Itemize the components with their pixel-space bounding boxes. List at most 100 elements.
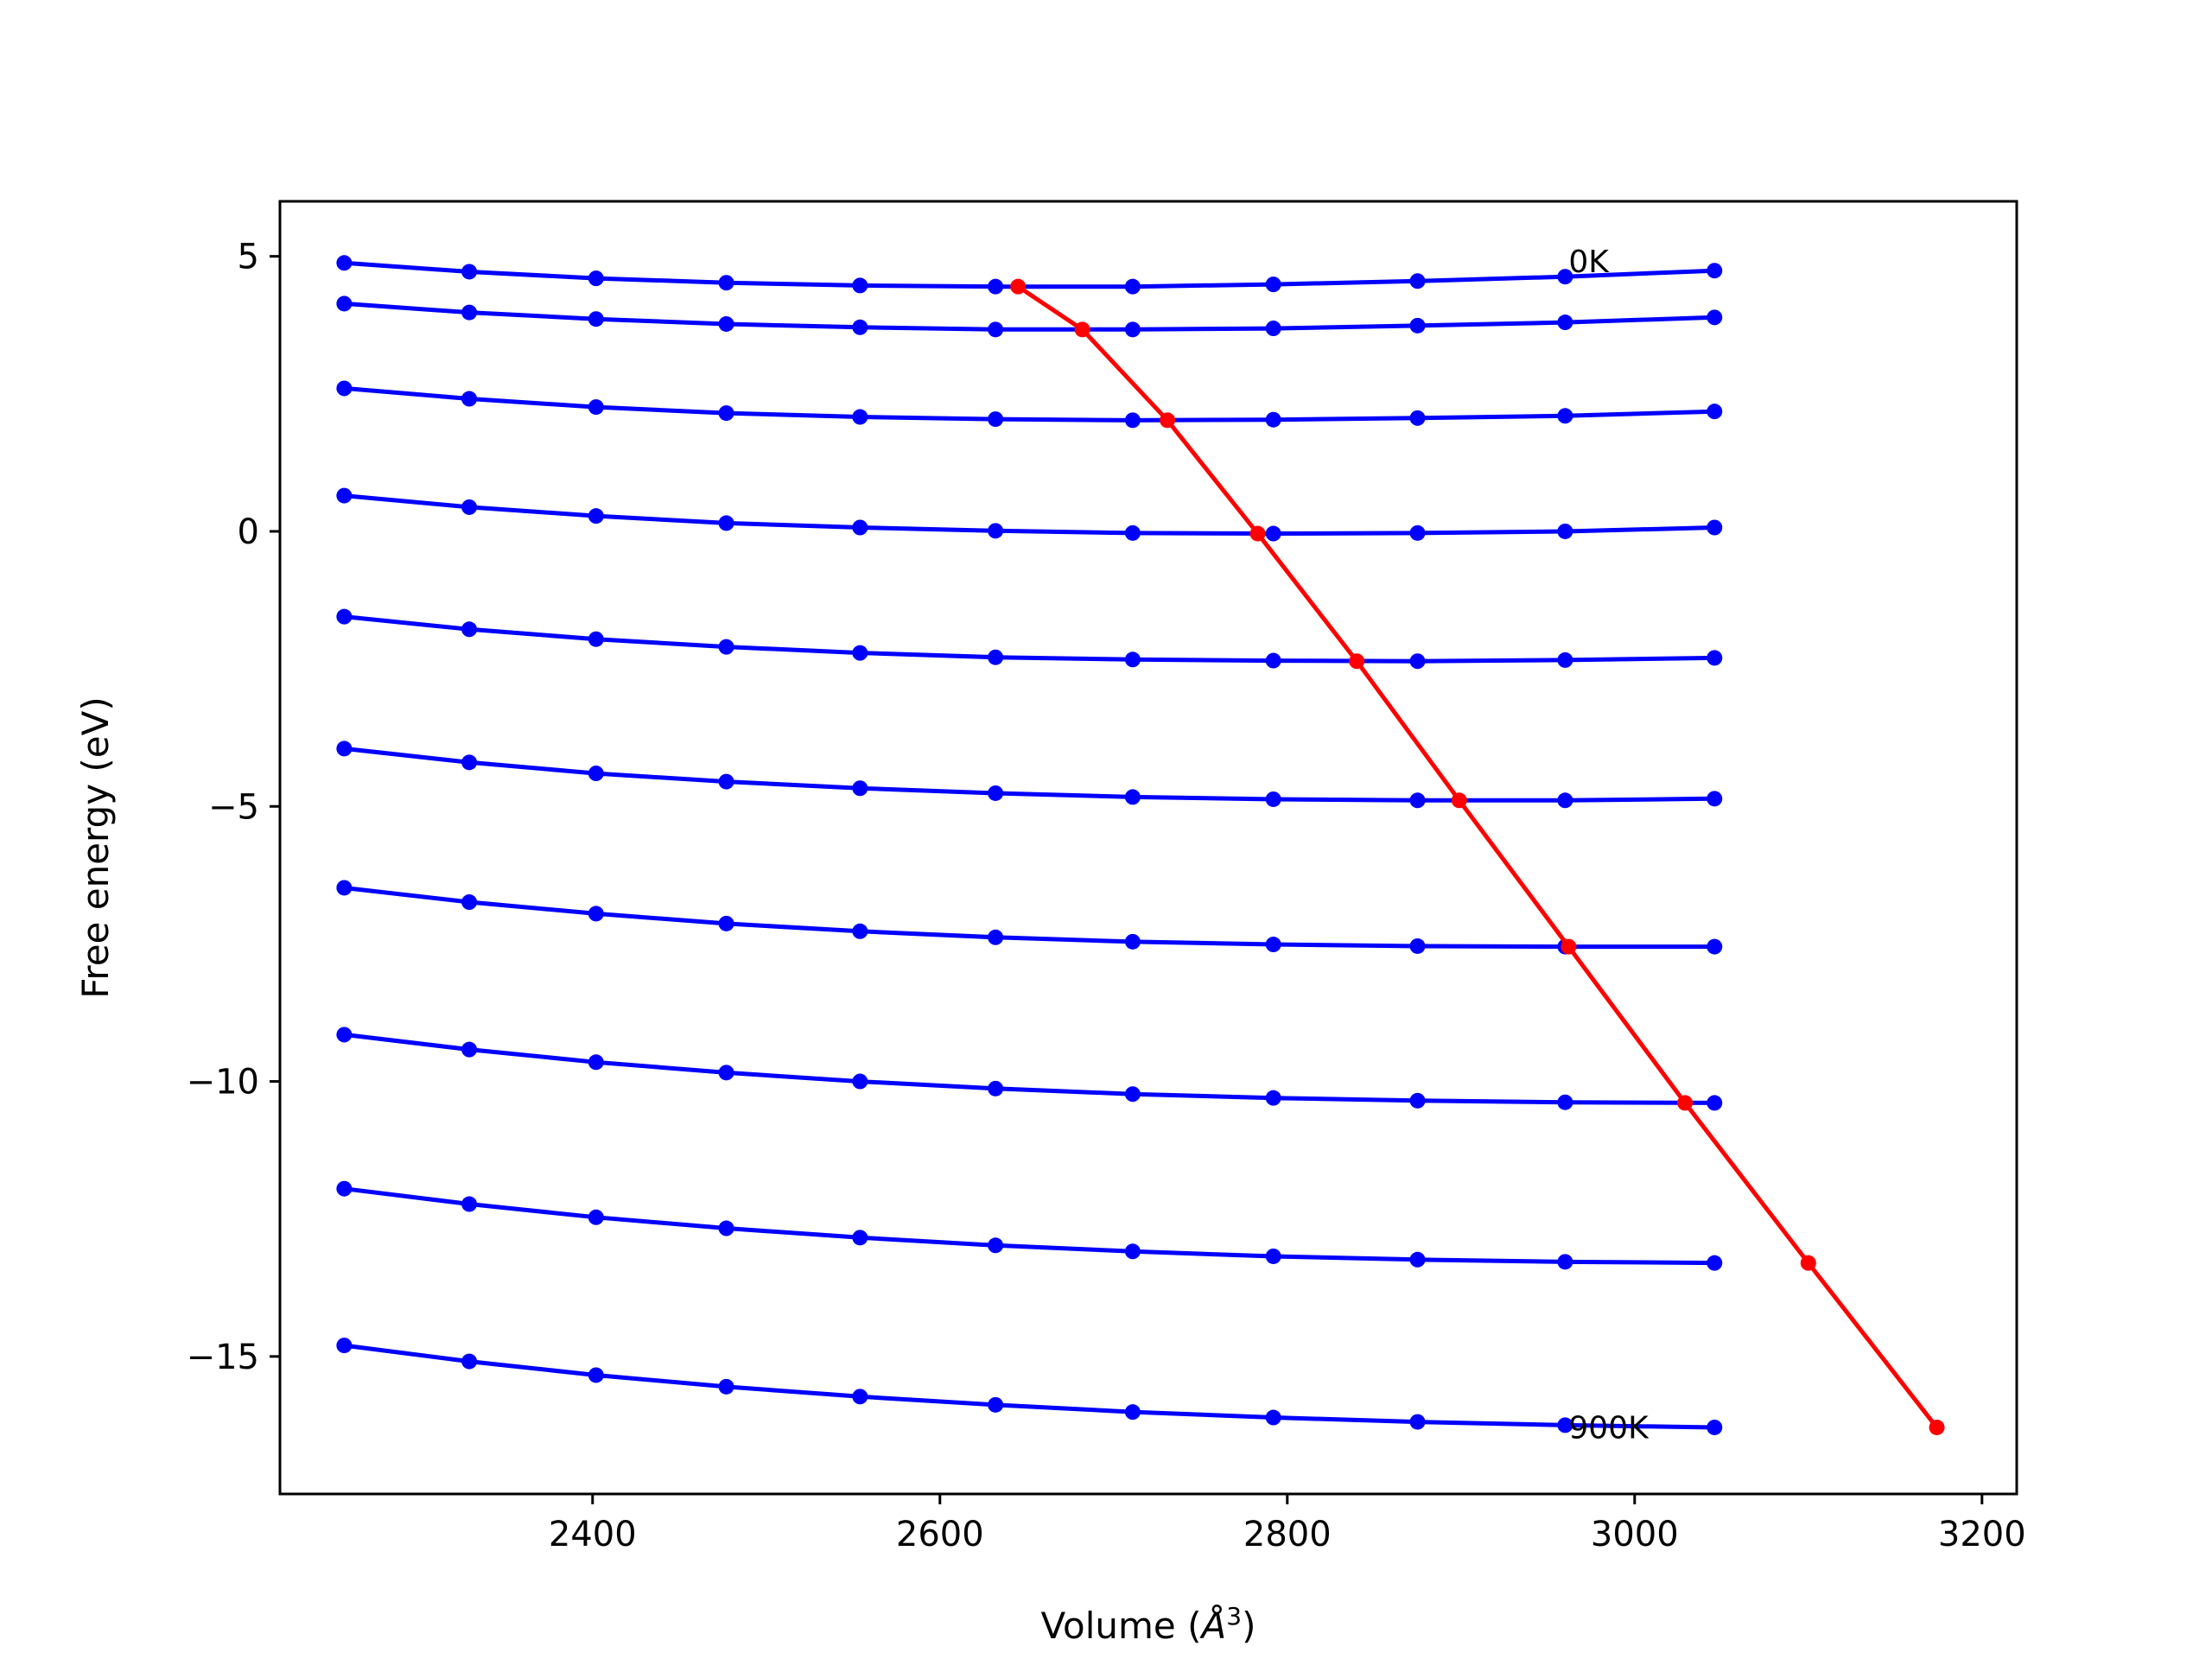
isotherm-point-3-10: [1707, 519, 1723, 536]
isotherm-point-2-2: [588, 399, 604, 416]
isotherm-point-9-1: [461, 1353, 478, 1370]
isotherm-point-0-4: [852, 277, 868, 294]
isotherm-point-1-8: [1409, 317, 1426, 334]
isotherm-point-0-5: [988, 278, 1004, 295]
isotherm-point-8-2: [588, 1209, 604, 1225]
isotherm-point-3-9: [1557, 523, 1573, 539]
isotherm-point-3-7: [1265, 525, 1281, 542]
isotherm-point-1-7: [1265, 321, 1281, 337]
isotherm-point-3-4: [852, 519, 868, 536]
minimum-point-7: [1677, 1095, 1694, 1111]
isotherm-point-1-0: [336, 296, 353, 312]
minimum-point-3: [1249, 525, 1266, 542]
x-axis-unit-exp: 3: [1226, 1602, 1242, 1630]
isotherm-series-8: [336, 1180, 1723, 1271]
isotherm-point-0-3: [718, 275, 734, 291]
isotherm-point-0-0: [336, 255, 353, 271]
y-axis-label: Free energy (eV): [74, 696, 117, 999]
isotherm-series-0: [336, 255, 1723, 295]
isotherm-point-7-0: [336, 1027, 353, 1043]
isotherm-point-2-10: [1707, 404, 1723, 420]
minimum-point-4: [1349, 653, 1365, 670]
axis-ticks: 2400 2600 2800 3000 3200 5 0 −5 −10 −15: [187, 238, 2026, 1554]
isotherm-point-8-9: [1557, 1254, 1573, 1270]
isotherm-point-1-6: [1124, 321, 1141, 338]
isotherm-point-1-1: [461, 304, 478, 321]
x-tick-label-3000: 3000: [1591, 1515, 1679, 1554]
minimum-point-6: [1560, 938, 1577, 955]
isotherm-series-4: [336, 608, 1723, 670]
annotation-1: 900K: [1568, 1411, 1649, 1446]
y-tick-label-3: −10: [187, 1063, 259, 1103]
isotherm-point-8-8: [1409, 1251, 1426, 1268]
isotherm-series-6: [336, 880, 1723, 955]
isotherm-point-8-0: [336, 1180, 353, 1197]
isotherm-point-2-5: [988, 411, 1004, 428]
isotherm-point-5-8: [1409, 792, 1426, 809]
x-tick-label-2600: 2600: [896, 1515, 984, 1554]
isotherm-point-0-1: [461, 264, 478, 280]
isotherm-point-0-10: [1707, 263, 1723, 279]
isotherm-point-8-1: [461, 1196, 478, 1212]
y-tick-label-0: 5: [238, 238, 259, 277]
isotherm-point-5-9: [1557, 792, 1573, 809]
isotherm-point-3-6: [1124, 524, 1141, 541]
isotherm-point-5-10: [1707, 791, 1723, 807]
isotherm-point-2-7: [1265, 411, 1281, 428]
isotherm-point-2-3: [718, 405, 734, 422]
x-axis-label: Volume (Å3): [1041, 1602, 1256, 1647]
isotherm-point-6-7: [1265, 937, 1281, 953]
isotherm-point-3-2: [588, 508, 604, 524]
isotherm-point-0-9: [1557, 269, 1573, 285]
isotherm-point-5-0: [336, 741, 353, 757]
minimum-point-5: [1451, 792, 1467, 809]
isotherm-point-6-6: [1124, 933, 1141, 950]
annotations: 0K 900K: [1568, 245, 1649, 1446]
isotherm-point-7-2: [588, 1054, 604, 1071]
isotherm-point-1-3: [718, 315, 734, 332]
isotherm-point-9-3: [718, 1378, 734, 1395]
isotherm-point-4-8: [1409, 653, 1426, 670]
isotherm-point-9-8: [1409, 1414, 1426, 1430]
isotherm-point-8-4: [852, 1230, 868, 1246]
isotherm-point-3-0: [336, 487, 353, 504]
isotherm-point-5-7: [1265, 791, 1281, 807]
isotherm-point-2-1: [461, 391, 478, 407]
isotherm-point-4-4: [852, 645, 868, 661]
isotherm-point-8-6: [1124, 1243, 1141, 1260]
isotherm-point-4-6: [1124, 652, 1141, 668]
minimum-point-8: [1800, 1255, 1816, 1271]
isotherm-point-6-5: [988, 929, 1004, 945]
isotherm-point-4-5: [988, 649, 1004, 665]
minimum-point-0: [1010, 278, 1027, 295]
isotherm-point-6-0: [336, 880, 353, 896]
isotherm-point-9-10: [1707, 1419, 1723, 1435]
isotherm-point-7-8: [1409, 1092, 1426, 1109]
isotherm-point-5-3: [718, 773, 734, 790]
isotherm-point-1-5: [988, 321, 1004, 338]
isotherm-point-7-4: [852, 1073, 868, 1090]
plot-marks: [336, 255, 1945, 1435]
isotherm-series-7: [336, 1027, 1723, 1111]
isotherm-point-0-6: [1124, 278, 1141, 295]
isotherm-point-1-4: [852, 319, 868, 335]
isotherm-point-4-10: [1707, 650, 1723, 666]
isotherm-point-7-7: [1265, 1090, 1281, 1106]
isotherm-series-3: [336, 487, 1723, 542]
annotation-0: 0K: [1568, 245, 1610, 280]
isotherm-point-6-10: [1707, 938, 1723, 955]
isotherm-point-3-8: [1409, 524, 1426, 541]
isotherm-point-2-9: [1557, 408, 1573, 424]
isotherm-point-0-7: [1265, 276, 1281, 293]
isotherm-point-6-2: [588, 906, 604, 922]
isotherm-point-4-0: [336, 608, 353, 625]
isotherm-point-2-0: [336, 380, 353, 397]
minimum-series: [1010, 278, 1945, 1435]
isotherm-series-9: [336, 1338, 1723, 1435]
y-tick-label-1: 0: [238, 512, 259, 552]
minimum-point-2: [1160, 412, 1176, 429]
isotherm-point-9-5: [988, 1396, 1004, 1413]
isotherm-point-6-1: [461, 894, 478, 911]
isotherm-point-6-8: [1409, 938, 1426, 954]
